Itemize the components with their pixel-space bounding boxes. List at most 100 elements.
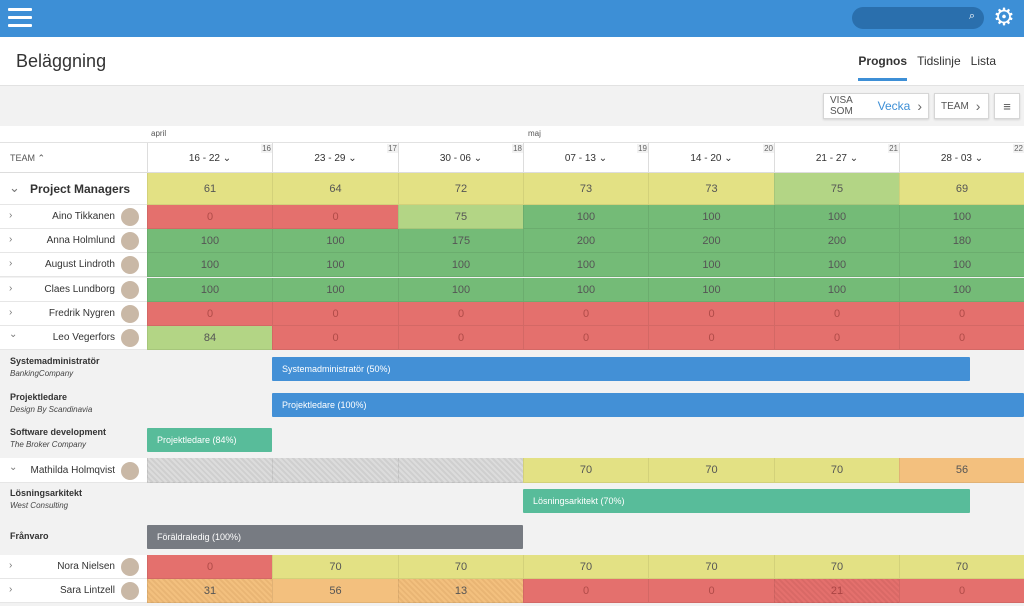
allocation-cell[interactable]: 70 [774,458,899,483]
allocation-cell[interactable]: 0 [147,205,272,229]
allocation-cell[interactable]: 13 [398,579,523,603]
allocation-cell[interactable]: 70 [398,555,523,579]
chevron-right-icon[interactable]: › [9,560,13,571]
assignment-bar[interactable]: Projektledare (100%) [272,393,1024,417]
allocation-cell[interactable]: 100 [147,278,272,302]
chevron-down-icon[interactable]: ⌄ [9,180,20,195]
tab-tidslinje[interactable]: Tidslinje [917,54,961,68]
allocation-cell[interactable]: 84 [147,326,272,350]
allocation-cell[interactable]: 21 [774,579,899,603]
allocation-cell[interactable]: 0 [398,326,523,350]
allocation-cell[interactable]: 100 [648,278,774,302]
allocation-cell[interactable]: 0 [774,326,899,350]
tab-lista[interactable]: Lista [970,54,996,68]
allocation-cell[interactable]: 61 [147,173,272,205]
allocation-cell[interactable]: 69 [899,173,1024,205]
allocation-cell[interactable] [272,458,398,483]
search-input[interactable]: ⌕ [852,7,984,29]
allocation-cell[interactable]: 100 [272,253,398,277]
allocation-cell[interactable]: 100 [774,253,899,277]
allocation-cell[interactable]: 100 [398,278,523,302]
allocation-cell[interactable]: 180 [899,229,1024,253]
team-sort-header[interactable]: TEAM ⌃ [10,153,46,163]
gear-icon[interactable]: ⚙ [993,4,1015,31]
allocation-cell[interactable]: 100 [272,229,398,253]
allocation-cell[interactable]: 0 [523,302,648,326]
chevron-right-icon[interactable]: › [9,234,13,245]
allocation-cell[interactable]: 200 [774,229,899,253]
chevron-right-icon[interactable]: › [9,210,13,221]
tab-prognos[interactable]: Prognos [858,54,908,81]
allocation-cell[interactable]: 0 [523,579,648,603]
chevron-right-icon[interactable]: › [9,584,13,595]
allocation-cell[interactable]: 100 [899,253,1024,277]
allocation-cell[interactable]: 0 [648,302,774,326]
allocation-cell[interactable]: 0 [147,302,272,326]
search-icon[interactable]: ⌕ [968,10,975,22]
assignment-bar[interactable]: Projektledare (84%) [147,428,272,452]
allocation-cell[interactable]: 72 [398,173,523,205]
allocation-cell[interactable]: 70 [272,555,398,579]
allocation-cell[interactable]: 175 [398,229,523,253]
chevron-right-icon[interactable]: › [9,307,13,318]
team-button[interactable]: TEAM › [934,93,989,119]
allocation-cell[interactable]: 0 [523,326,648,350]
allocation-cell[interactable]: 0 [648,326,774,350]
allocation-cell[interactable]: 70 [774,555,899,579]
allocation-cell[interactable]: 100 [899,205,1024,229]
allocation-cell[interactable]: 0 [272,205,398,229]
allocation-cell[interactable]: 0 [899,579,1024,603]
allocation-cell[interactable]: 200 [523,229,648,253]
week-column-header[interactable]: 30 - 06 ⌄ 18 [398,143,523,173]
chevron-down-icon[interactable]: ⌄ [9,329,18,340]
week-column-header[interactable]: 28 - 03 ⌄ 22 [899,143,1024,173]
week-column-header[interactable]: 21 - 27 ⌄ 21 [774,143,899,173]
allocation-cell[interactable]: 70 [648,458,774,483]
allocation-cell[interactable]: 200 [648,229,774,253]
allocation-cell[interactable]: 100 [147,253,272,277]
allocation-cell[interactable]: 100 [398,253,523,277]
allocation-cell[interactable]: 100 [523,205,648,229]
allocation-cell[interactable]: 70 [899,555,1024,579]
assignment-bar[interactable]: Föräldraledig (100%) [147,525,523,549]
allocation-cell[interactable]: 31 [147,579,272,603]
allocation-cell[interactable]: 0 [272,326,398,350]
allocation-cell[interactable]: 70 [523,458,648,483]
week-column-header[interactable]: 07 - 13 ⌄ 19 [523,143,648,173]
allocation-cell[interactable]: 100 [899,278,1024,302]
allocation-cell[interactable]: 75 [398,205,523,229]
menu-icon[interactable] [8,8,32,28]
chevron-right-icon[interactable]: › [9,258,13,269]
allocation-cell[interactable]: 100 [523,278,648,302]
allocation-cell[interactable]: 100 [147,229,272,253]
assignment-bar[interactable]: Lösningsarkitekt (70%) [523,489,970,513]
allocation-cell[interactable]: 75 [774,173,899,205]
allocation-cell[interactable]: 0 [272,302,398,326]
allocation-cell[interactable]: 56 [899,458,1024,483]
assignment-bar[interactable]: Systemadministratör (50%) [272,357,970,381]
allocation-cell[interactable]: 0 [648,579,774,603]
allocation-cell[interactable]: 70 [523,555,648,579]
allocation-cell[interactable]: 64 [272,173,398,205]
allocation-cell[interactable]: 0 [899,326,1024,350]
view-as-button[interactable]: VISA SOM Vecka › [823,93,929,119]
allocation-cell[interactable]: 0 [774,302,899,326]
allocation-cell[interactable]: 100 [272,278,398,302]
allocation-cell[interactable] [398,458,523,483]
allocation-cell[interactable]: 0 [398,302,523,326]
allocation-cell[interactable]: 70 [648,555,774,579]
allocation-cell[interactable]: 100 [774,278,899,302]
allocation-cell[interactable]: 0 [899,302,1024,326]
week-column-header[interactable]: 14 - 20 ⌄ 20 [648,143,774,173]
allocation-cell[interactable]: 100 [648,253,774,277]
allocation-cell[interactable]: 100 [648,205,774,229]
allocation-cell[interactable] [147,458,272,483]
allocation-cell[interactable]: 0 [147,555,272,579]
filter-icon[interactable]: ≡ [994,93,1020,119]
week-column-header[interactable]: 23 - 29 ⌄ 17 [272,143,398,173]
allocation-cell[interactable]: 73 [523,173,648,205]
allocation-cell[interactable]: 56 [272,579,398,603]
allocation-cell[interactable]: 100 [774,205,899,229]
allocation-cell[interactable]: 73 [648,173,774,205]
chevron-down-icon[interactable]: ⌄ [9,461,18,473]
